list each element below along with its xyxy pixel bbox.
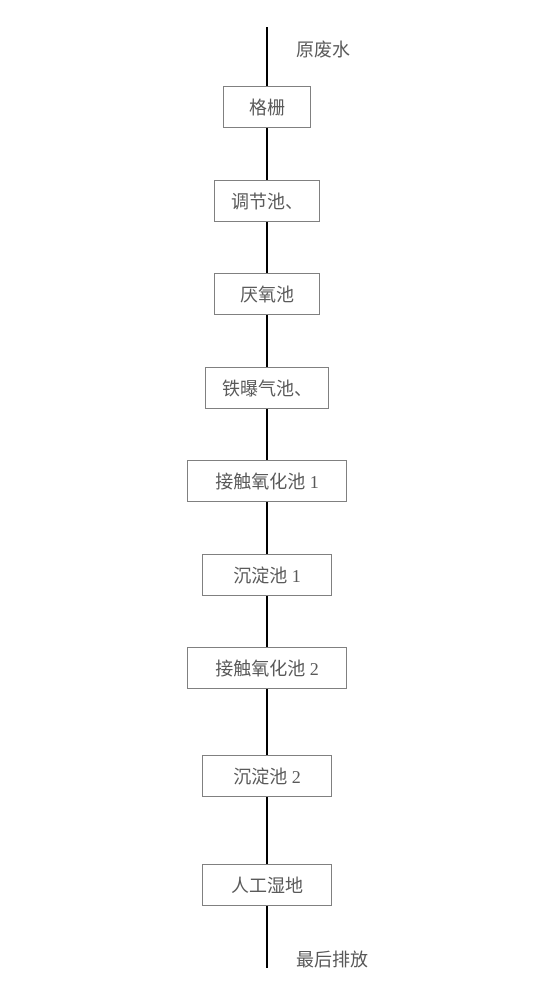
node-yanyangchi: 厌氧池 xyxy=(214,273,320,315)
node-tiebaoqichi: 铁曝气池、 xyxy=(205,367,329,409)
connector-4 xyxy=(266,409,268,460)
node-label: 调节池、 xyxy=(231,188,303,214)
node-rengongshidi: 人工湿地 xyxy=(202,864,332,906)
node-label: 铁曝气池、 xyxy=(222,375,312,401)
connector-7 xyxy=(266,689,268,755)
connector-6 xyxy=(266,596,268,647)
connector-0 xyxy=(266,27,268,86)
node-label: 厌氧池 xyxy=(240,281,294,307)
node-chendianchi-1: 沉淀池 1 xyxy=(202,554,332,596)
node-geshan: 格栅 xyxy=(223,86,311,128)
connector-5 xyxy=(266,502,268,554)
connector-9 xyxy=(266,906,268,968)
node-jiechuyanghua-2: 接触氧化池 2 xyxy=(187,647,347,689)
node-label: 接触氧化池 1 xyxy=(215,468,319,494)
node-label: 格栅 xyxy=(249,94,285,120)
node-label: 接触氧化池 2 xyxy=(215,655,319,681)
node-label: 人工湿地 xyxy=(231,872,303,898)
connector-2 xyxy=(266,222,268,273)
node-label: 沉淀池 2 xyxy=(233,763,301,789)
node-label: 沉淀池 1 xyxy=(233,562,301,588)
flowchart-canvas: 原废水 格栅 调节池、 厌氧池 铁曝气池、 接触氧化池 1 沉淀池 1 接触氧化… xyxy=(0,0,534,1000)
connector-8 xyxy=(266,797,268,864)
output-label: 最后排放 xyxy=(296,946,368,972)
connector-3 xyxy=(266,315,268,367)
node-chendianchi-2: 沉淀池 2 xyxy=(202,755,332,797)
connector-1 xyxy=(266,128,268,180)
input-label: 原废水 xyxy=(296,36,350,62)
node-jiechuyanghua-1: 接触氧化池 1 xyxy=(187,460,347,502)
node-tiaojiechi: 调节池、 xyxy=(214,180,320,222)
